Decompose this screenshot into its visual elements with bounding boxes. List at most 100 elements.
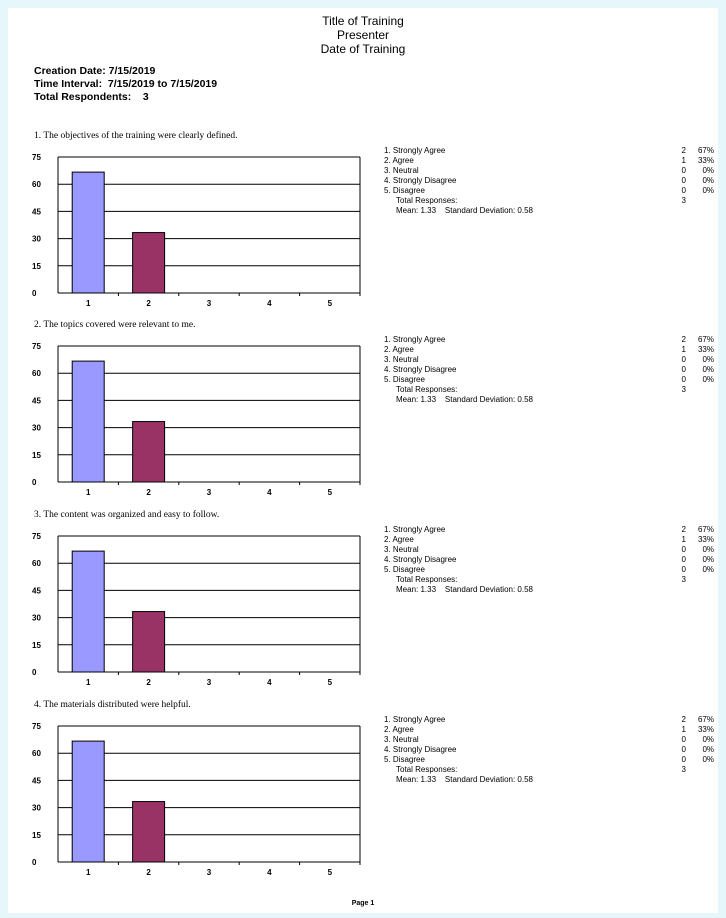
- bar-1: [71, 171, 105, 294]
- option-label: 4. Strongly Disagree: [384, 365, 457, 374]
- option-percent: 0%: [702, 186, 714, 195]
- x-tick-label: 1: [86, 299, 91, 308]
- option-label: 4. Strongly Disagree: [384, 555, 457, 564]
- option-count: 0: [681, 755, 686, 764]
- response-bar-chart: 0 15 30 45 60 75 1 2 3 4 5: [30, 528, 361, 700]
- y-tick-label: 75: [32, 722, 41, 731]
- x-tick-label: 5: [328, 488, 333, 497]
- option-percent: 33%: [697, 535, 714, 544]
- total-row: Total Responses: 3: [384, 575, 714, 585]
- stat-row: 4. Strongly Disagree 0 0%: [384, 555, 714, 565]
- stat-row: 4. Strongly Disagree 0 0%: [384, 745, 714, 755]
- stat-row: 5. Disagree 0 0%: [384, 755, 714, 765]
- total-label: Total Responses:: [396, 196, 458, 205]
- stat-row: 3. Neutral 0 0%: [384, 735, 714, 745]
- total-label: Total Responses:: [396, 765, 458, 774]
- option-label: 1. Strongly Agree: [384, 335, 446, 344]
- option-count: 2: [681, 525, 686, 534]
- response-stats: 1. Strongly Agree 2 67% 2. Agree 1 33% 3. Neut…: [384, 335, 714, 405]
- y-tick-label: 0: [32, 478, 37, 487]
- option-label: 1. Strongly Agree: [384, 525, 446, 534]
- stat-row: 2. Agree 1 33%: [384, 535, 714, 545]
- response-stats: 1. Strongly Agree 2 67% 2. Agree 1 33% 3. Neut…: [384, 715, 714, 785]
- option-percent: 0%: [702, 355, 714, 364]
- response-bar-chart: 0 15 30 45 60 75 1 2 3 4 5: [30, 718, 361, 890]
- option-label: 3. Neutral: [384, 355, 419, 364]
- stat-row: 4. Strongly Disagree 0 0%: [384, 176, 714, 186]
- option-percent: 0%: [702, 166, 714, 175]
- total-count: 3: [681, 385, 686, 394]
- mean-sd-summary: Mean: 1.33 Standard Deviation: 0.58: [396, 206, 533, 215]
- option-count: 1: [681, 725, 686, 734]
- stat-row: 5. Disagree 0 0%: [384, 375, 714, 385]
- option-label: 5. Disagree: [384, 186, 425, 195]
- option-label: 5. Disagree: [384, 565, 425, 574]
- option-label: 2. Agree: [384, 345, 414, 354]
- option-percent: 0%: [702, 545, 714, 554]
- mean-sd-summary: Mean: 1.33 Standard Deviation: 0.58: [396, 395, 533, 404]
- option-percent: 0%: [702, 735, 714, 744]
- option-percent: 0%: [702, 555, 714, 564]
- option-count: 0: [681, 545, 686, 554]
- total-row: Total Responses: 3: [384, 196, 714, 206]
- stat-row: 1. Strongly Agree 2 67%: [384, 525, 714, 535]
- y-tick-label: 30: [32, 235, 41, 244]
- y-tick-label: 15: [32, 451, 41, 460]
- stat-row: 3. Neutral 0 0%: [384, 355, 714, 365]
- option-count: 2: [681, 715, 686, 724]
- x-tick-label: 2: [146, 488, 151, 497]
- y-tick-label: 0: [32, 858, 37, 867]
- x-tick-label: 1: [86, 868, 91, 877]
- option-percent: 67%: [697, 715, 714, 724]
- total-label: Total Responses:: [396, 385, 458, 394]
- x-tick-label: 1: [86, 488, 91, 497]
- option-percent: 0%: [702, 365, 714, 374]
- option-count: 0: [681, 745, 686, 754]
- question-text: 4. The materials distributed were helpfu…: [34, 700, 191, 710]
- x-tick-label: 4: [267, 868, 272, 877]
- question-text: 2. The topics covered were relevant to m…: [34, 320, 196, 330]
- question-text: 1. The objectives of the training were c…: [34, 131, 238, 141]
- y-tick-label: 30: [32, 424, 41, 433]
- x-tick-label: 3: [207, 299, 212, 308]
- y-tick-label: 75: [32, 153, 41, 162]
- question-text: 3. The content was organized and easy to…: [34, 510, 220, 520]
- option-label: 4. Strongly Disagree: [384, 745, 457, 754]
- x-tick-label: 5: [328, 299, 333, 308]
- option-percent: 33%: [697, 345, 714, 354]
- y-tick-label: 75: [32, 532, 41, 541]
- total-respondents: Total Respondents: 3: [34, 91, 149, 103]
- option-percent: 67%: [697, 146, 714, 155]
- page-number: Page 1: [351, 900, 375, 907]
- x-tick-label: 2: [146, 678, 151, 687]
- mean-sd-summary: Mean: 1.33 Standard Deviation: 0.58: [396, 775, 533, 784]
- option-label: 3. Neutral: [384, 166, 419, 175]
- x-tick-label: 4: [267, 678, 272, 687]
- x-tick-label: 4: [267, 488, 272, 497]
- option-label: 5. Disagree: [384, 375, 425, 384]
- option-count: 2: [681, 335, 686, 344]
- y-tick-label: 30: [32, 614, 41, 623]
- stat-row: 2. Agree 1 33%: [384, 725, 714, 735]
- option-percent: 0%: [702, 176, 714, 185]
- stat-row: 4. Strongly Disagree 0 0%: [384, 365, 714, 375]
- option-label: 1. Strongly Agree: [384, 715, 446, 724]
- option-percent: 33%: [697, 725, 714, 734]
- option-label: 3. Neutral: [384, 545, 419, 554]
- option-percent: 0%: [702, 745, 714, 754]
- stat-row: 3. Neutral 0 0%: [384, 545, 714, 555]
- option-percent: 67%: [697, 335, 714, 344]
- y-tick-label: 15: [32, 641, 41, 650]
- option-count: 1: [681, 156, 686, 165]
- stat-row: 1. Strongly Agree 2 67%: [384, 715, 714, 725]
- stat-row: 1. Strongly Agree 2 67%: [384, 146, 714, 156]
- report-presenter: Presenter: [336, 28, 390, 42]
- y-tick-label: 0: [32, 289, 37, 298]
- report-date: Date of Training: [320, 42, 406, 56]
- option-percent: 0%: [702, 755, 714, 764]
- summary-row: Mean: 1.33 Standard Deviation: 0.58: [384, 585, 714, 595]
- option-count: 0: [681, 186, 686, 195]
